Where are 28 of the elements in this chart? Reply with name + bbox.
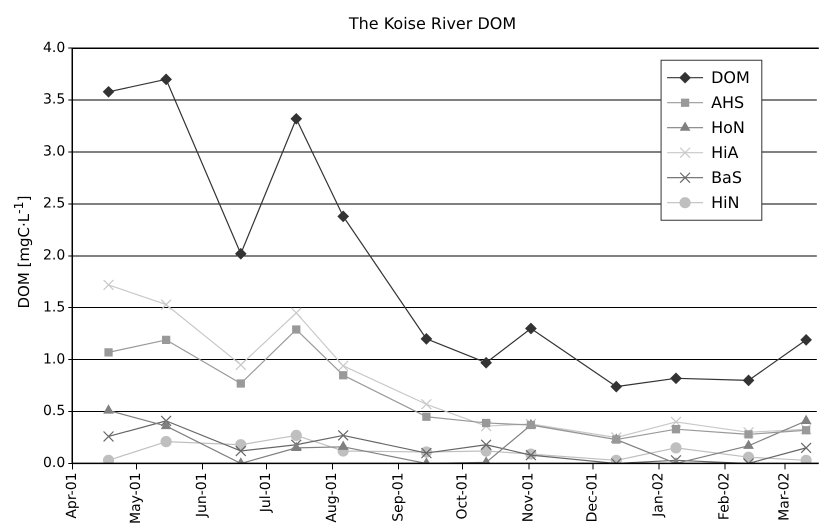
legend-label: HiN	[711, 192, 740, 212]
legend-label: AHS	[711, 92, 744, 112]
y-tick-label: 1.0	[43, 351, 66, 368]
x-tick-label: Nov-01	[520, 472, 536, 522]
x-tick-label: Apr-01	[64, 472, 80, 519]
y-tick-label: 3.5	[43, 92, 66, 108]
y-tick-label: 1.5	[43, 299, 66, 316]
y-tick-label: 3.0	[43, 144, 66, 160]
x-tick-label: Jun-01	[194, 472, 210, 518]
y-tick-label: 0.5	[43, 403, 66, 420]
x-tick-label: Jan-02	[650, 472, 667, 518]
legend-label: HoN	[711, 118, 745, 137]
x-tick-label: Dec-01	[584, 472, 600, 522]
x-tick-label: Oct-01	[454, 472, 470, 520]
x-tick-label: Sep-01	[390, 472, 406, 522]
legend-label: BaS	[711, 168, 742, 187]
x-tick-label: Jul-01	[258, 472, 274, 514]
x-tick-label: Feb-02	[716, 472, 733, 520]
x-tick-label: Aug-01	[324, 472, 340, 523]
legend-label: HiA	[711, 142, 739, 162]
y-tick-label: 0.0	[43, 455, 66, 472]
x-tick-label: Mar-02	[776, 472, 792, 521]
x-tick-label: May-01	[128, 472, 144, 524]
y-tick-label: 2.5	[43, 196, 66, 212]
y-tick-label: 4.0	[43, 40, 66, 56]
y-tick-label: 2.0	[43, 247, 66, 264]
chart-title: The Koise River DOM	[348, 14, 516, 33]
legend-label: DOM	[711, 68, 750, 87]
